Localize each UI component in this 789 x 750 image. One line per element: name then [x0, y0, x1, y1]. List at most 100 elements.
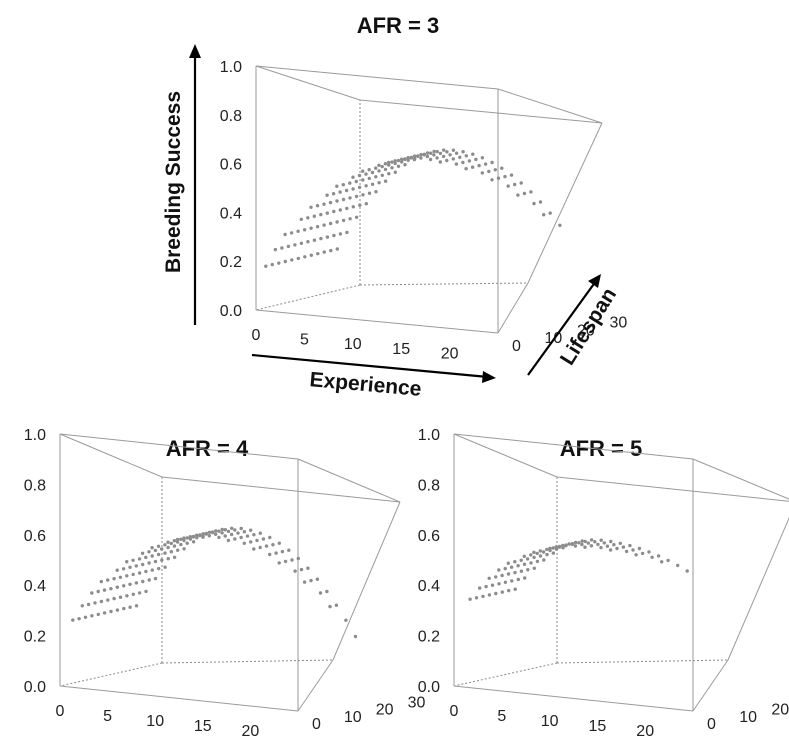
- data-point: [551, 546, 555, 550]
- data-point: [487, 169, 491, 174]
- data-point: [325, 193, 329, 197]
- data-point: [157, 566, 161, 571]
- data-point: [258, 545, 262, 550]
- data-point: [361, 193, 365, 197]
- data-point: [109, 609, 113, 614]
- data-point: [90, 614, 94, 618]
- data-point: [179, 542, 183, 547]
- data-point: [467, 159, 472, 163]
- data-point: [448, 153, 452, 157]
- data-point: [150, 554, 154, 558]
- data-point: [172, 555, 177, 559]
- data-point: [474, 157, 478, 162]
- data-point: [516, 577, 520, 582]
- data-point: [264, 264, 268, 268]
- data-point: [383, 179, 388, 183]
- data-point: [106, 598, 110, 602]
- x-tick-label: 5: [497, 708, 506, 725]
- data-point: [529, 190, 533, 194]
- box-edge-hidden: [359, 282, 529, 286]
- data-point: [249, 528, 253, 532]
- data-point: [542, 558, 546, 562]
- data-point: [374, 175, 378, 179]
- data-point: [377, 163, 381, 167]
- data-point: [506, 561, 510, 565]
- box-edge: [59, 433, 299, 460]
- data-point: [141, 579, 145, 584]
- data-point: [481, 594, 485, 599]
- data-point: [207, 530, 212, 534]
- data-point: [309, 253, 313, 257]
- data-point: [309, 226, 313, 230]
- data-point: [516, 193, 520, 197]
- box-edge: [692, 458, 789, 500]
- data-point: [217, 529, 221, 533]
- data-point: [296, 256, 300, 261]
- data-point: [315, 225, 320, 229]
- data-point: [602, 541, 606, 545]
- data-point: [319, 212, 323, 217]
- data-point: [188, 537, 193, 541]
- data-point: [487, 576, 491, 580]
- x-tick-label: 5: [300, 332, 309, 349]
- data-point: [548, 211, 552, 215]
- data-point: [137, 591, 142, 595]
- data-point: [429, 151, 433, 155]
- data-point: [471, 152, 475, 156]
- data-point: [96, 589, 100, 594]
- data-point: [650, 555, 654, 559]
- data-point: [599, 538, 603, 542]
- data-point: [204, 531, 208, 536]
- x-tick-label: 10: [344, 336, 362, 353]
- x-tick-label: 20: [242, 723, 260, 740]
- data-point: [122, 606, 126, 611]
- data-point: [624, 549, 629, 554]
- data-point: [383, 162, 388, 166]
- data-point: [458, 155, 462, 159]
- data-point: [500, 573, 504, 578]
- data-point: [354, 179, 358, 184]
- data-point: [309, 578, 313, 583]
- data-point: [309, 205, 313, 209]
- y-tick-label: 30: [610, 315, 628, 332]
- data-point: [271, 543, 275, 547]
- data-point: [628, 543, 632, 548]
- data-point: [191, 534, 196, 539]
- data-point: [666, 558, 670, 563]
- data-point: [252, 533, 256, 537]
- box-edge-hidden: [59, 662, 163, 687]
- data-point: [93, 601, 97, 605]
- data-point: [322, 250, 326, 254]
- data-point: [529, 561, 533, 565]
- data-point: [413, 157, 417, 161]
- data-point: [545, 552, 549, 557]
- data-point: [150, 546, 154, 550]
- data-point: [299, 567, 304, 572]
- data-point: [387, 163, 391, 167]
- data-point: [268, 535, 272, 540]
- x-tick-label: 10: [541, 713, 559, 730]
- box-edge: [453, 685, 694, 712]
- data-point: [451, 157, 455, 161]
- data-point: [522, 191, 527, 196]
- data-point: [249, 540, 253, 544]
- data-point: [406, 156, 410, 160]
- data-point: [128, 565, 132, 569]
- data-point: [141, 562, 145, 567]
- data-point: [490, 583, 495, 587]
- y-tick-label: 20: [771, 702, 789, 719]
- data-point: [509, 173, 514, 177]
- data-point: [195, 533, 199, 537]
- data-point: [445, 158, 449, 163]
- data-point: [287, 548, 291, 552]
- data-point: [497, 582, 501, 586]
- data-point: [99, 599, 104, 604]
- data-point: [150, 568, 154, 572]
- data-point: [538, 200, 543, 204]
- data-point: [134, 604, 139, 608]
- data-point: [118, 575, 123, 579]
- data-point: [406, 158, 410, 162]
- data-point: [535, 559, 540, 564]
- box-edge: [727, 516, 789, 661]
- data-point: [277, 561, 281, 565]
